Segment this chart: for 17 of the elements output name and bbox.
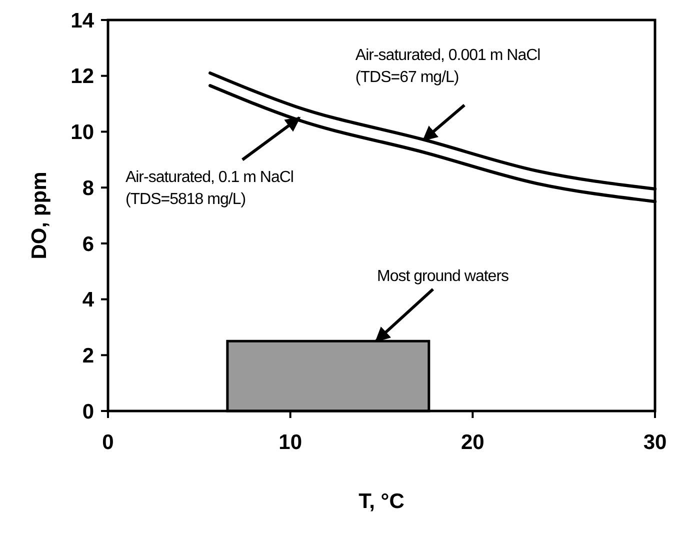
x-tick-label: 10: [278, 431, 302, 454]
x-tick-label: 20: [460, 431, 484, 454]
y-tick-label: 2: [82, 344, 94, 368]
y-tick-label: 14: [70, 9, 94, 32]
annotation: Air-saturated, 0.001 m NaCl (TDS=67 mg/L): [355, 47, 540, 86]
x-tick-label: 30: [643, 431, 667, 454]
y-tick-label: 12: [70, 65, 94, 88]
x-tick-label: 0: [102, 431, 114, 454]
annotation: Most ground waters: [377, 268, 510, 286]
y-axis-title: DO, ppm: [28, 172, 51, 260]
x-axis-title: T, °C: [358, 490, 404, 513]
y-tick-label: 8: [82, 176, 94, 200]
y-tick-label: 10: [70, 121, 94, 144]
annotation: Air-saturated, 0.1 m NaCl (TDS=5818 mg/L): [125, 168, 294, 208]
y-tick-label: 4: [82, 288, 94, 312]
y-tick-label: 0: [82, 400, 94, 424]
y-tick-label: 6: [82, 232, 94, 256]
